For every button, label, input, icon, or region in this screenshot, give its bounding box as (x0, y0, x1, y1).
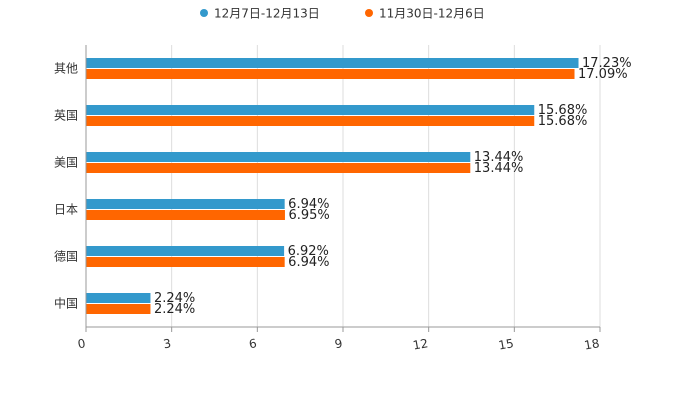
data-label-1-3: 6.95% (288, 208, 329, 223)
x-tick-label-9: 9 (334, 336, 344, 351)
data-label-1-2: 13.44% (474, 161, 524, 176)
legend: 12月7日-12月13日 11月30日-12月6日 (200, 7, 485, 21)
data-label-0-0: 17.23% (582, 56, 632, 71)
x-tick-label-12: 12 (412, 336, 429, 352)
bar-0-4[interactable] (86, 246, 285, 256)
legend-label-0[interactable]: 12月7日-12月13日 (214, 7, 320, 21)
bar-1-5[interactable] (86, 304, 151, 314)
bar-1-1[interactable] (86, 116, 535, 126)
category-label-1: 英国 (54, 109, 78, 123)
bar-1-4[interactable] (86, 257, 285, 267)
axes: 0 3 6 9 12 15 18 (77, 45, 601, 353)
data-label-0-3: 6.94% (288, 197, 329, 212)
data-label-1-5: 2.24% (154, 302, 195, 317)
gridlines (171, 45, 601, 327)
category-label-5: 中国 (54, 296, 78, 311)
data-label-1-1: 15.68% (538, 114, 588, 129)
category-label-0: 其他 (54, 62, 78, 76)
bar-0-5[interactable] (86, 293, 151, 303)
legend-marker-1[interactable] (365, 9, 373, 17)
data-label-0-4: 6.92% (288, 244, 329, 259)
legend-marker-0[interactable] (200, 9, 208, 17)
data-label-0-5: 2.24% (154, 291, 195, 306)
bar-1-3[interactable] (86, 210, 285, 220)
data-label-0-2: 13.44% (474, 150, 524, 165)
bar-0-3[interactable] (86, 199, 285, 209)
category-label-2: 美国 (54, 156, 78, 170)
x-tick-label-15: 15 (497, 336, 514, 352)
bar-0-1[interactable] (86, 105, 535, 115)
category-label-3: 日本 (54, 203, 78, 217)
bar-0-2[interactable] (86, 152, 471, 162)
bars: 17.23%17.09% 其他 15.68%15.68% 英国 13.44%13.44%… (54, 56, 632, 317)
bar-0-0[interactable] (86, 58, 579, 68)
data-label-1-4: 6.94% (288, 255, 329, 270)
x-tick-label-3: 3 (162, 336, 172, 351)
category-label-4: 德国 (54, 249, 78, 264)
bar-1-2[interactable] (86, 163, 471, 173)
bar-1-0[interactable] (86, 69, 575, 79)
x-tick-label-0: 0 (77, 336, 87, 351)
data-label-1-0: 17.09% (578, 67, 628, 82)
x-tick-label-18: 18 (583, 336, 600, 352)
legend-label-1[interactable]: 11月30日-12月6日 (379, 7, 485, 21)
x-tick-label-6: 6 (248, 336, 258, 351)
data-label-0-1: 15.68% (538, 103, 588, 118)
